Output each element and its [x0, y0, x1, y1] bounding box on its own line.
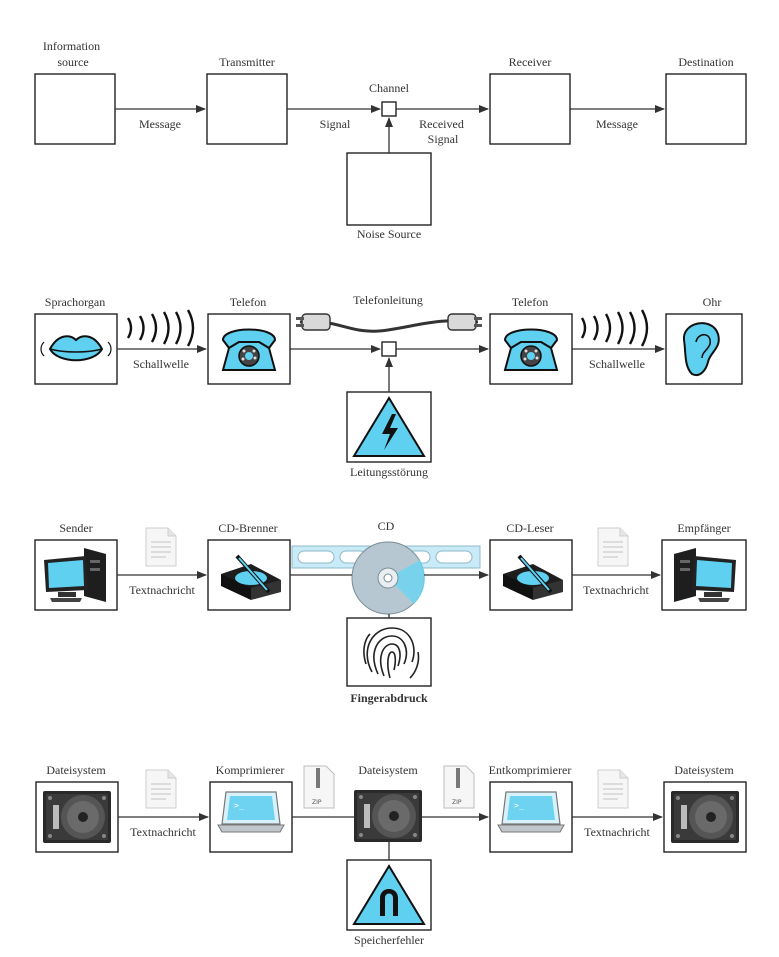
zip-file-icon: ZIP — [304, 766, 334, 808]
row2-source-label: Sprachorgan — [45, 295, 105, 309]
row2-channel-label: Telefonleitung — [353, 293, 423, 307]
row1-source-label: Information source — [43, 39, 103, 69]
row1-message-right-label: Message — [596, 117, 638, 131]
row1-message-left-label: Message — [139, 117, 181, 131]
row1-source-box — [35, 74, 115, 144]
row1-channel-node — [382, 102, 396, 116]
row1-signal-label: Signal — [320, 117, 351, 131]
row1-noise-label: Noise Source — [357, 227, 421, 241]
row3-destination-label: Empfänger — [677, 521, 730, 535]
telephone-icon — [223, 330, 275, 371]
row1-transmitter-label: Transmitter — [219, 55, 275, 69]
cable-plug-icon — [296, 314, 482, 331]
row4-msg-left-label: Textnachricht — [130, 825, 196, 839]
row1-receiver-label: Receiver — [509, 55, 552, 69]
cd-disc-icon — [292, 542, 480, 614]
sound-wave-icon — [582, 310, 647, 346]
row3-channel-label: CD — [378, 519, 395, 533]
row2-transmitter-label: Telefon — [230, 295, 266, 309]
row4-noise-label: Speicherfehler — [354, 933, 424, 947]
row3-source-label: Sender — [59, 521, 92, 535]
row3-receiver-label: CD-Leser — [506, 521, 553, 535]
laptop-icon — [218, 792, 284, 832]
document-icon — [598, 770, 628, 808]
row4-destination-label: Dateisystem — [674, 763, 734, 777]
row2-destination-label: Ohr — [703, 295, 722, 309]
document-icon — [146, 528, 176, 566]
svg-text:ZIP: ZIP — [452, 799, 462, 806]
document-icon — [598, 528, 628, 566]
row2-noise-label: Leitungsstörung — [350, 465, 428, 479]
row2-wave-right-label: Schallwelle — [589, 357, 645, 371]
row2-receiver-label: Telefon — [512, 295, 548, 309]
row2-channel-node — [382, 342, 396, 356]
row1-received-signal-label: Received Signal — [419, 117, 467, 146]
row1-destination-label: Destination — [678, 55, 733, 69]
row1-noise-box — [347, 153, 431, 225]
row-3-cd-example: Sender CD-Brenner CD CD-Leser Empfänger — [35, 519, 746, 705]
row1-receiver-box — [490, 74, 570, 144]
row4-transmitter-label: Komprimierer — [216, 763, 285, 777]
row-2-telephone-example: Sprachorgan Telefon Telefonleitung Telef… — [35, 293, 742, 479]
document-icon — [146, 770, 176, 808]
telephone-icon — [505, 330, 557, 371]
svg-text:ZIP: ZIP — [312, 799, 322, 806]
row3-transmitter-label: CD-Brenner — [218, 521, 277, 535]
hard-drive-icon — [354, 790, 422, 842]
row4-receiver-label: Entkomprimierer — [489, 763, 572, 777]
row3-msg-left-label: Textnachricht — [129, 583, 195, 597]
row4-channel-label: Dateisystem — [358, 763, 418, 777]
row1-destination-box — [666, 74, 746, 144]
row-4-compression-example: Dateisystem Komprimierer Dateisystem ZIP… — [36, 763, 746, 947]
hard-drive-icon — [43, 791, 111, 843]
row1-transmitter-box — [207, 74, 287, 144]
row3-noise-label: Fingerabdruck — [350, 691, 428, 705]
row2-wave-left-label: Schallwelle — [133, 357, 189, 371]
laptop-icon — [498, 792, 564, 832]
row1-channel-label: Channel — [369, 81, 410, 95]
zip-file-icon: ZIP — [444, 766, 474, 808]
row4-msg-right-label: Textnachricht — [584, 825, 650, 839]
row4-source-label: Dateisystem — [46, 763, 106, 777]
sound-wave-icon — [128, 310, 193, 346]
hard-drive-icon — [671, 791, 739, 843]
row-1-abstract-model: Information source Transmitter Channel R… — [35, 39, 746, 241]
row3-msg-right-label: Textnachricht — [583, 583, 649, 597]
